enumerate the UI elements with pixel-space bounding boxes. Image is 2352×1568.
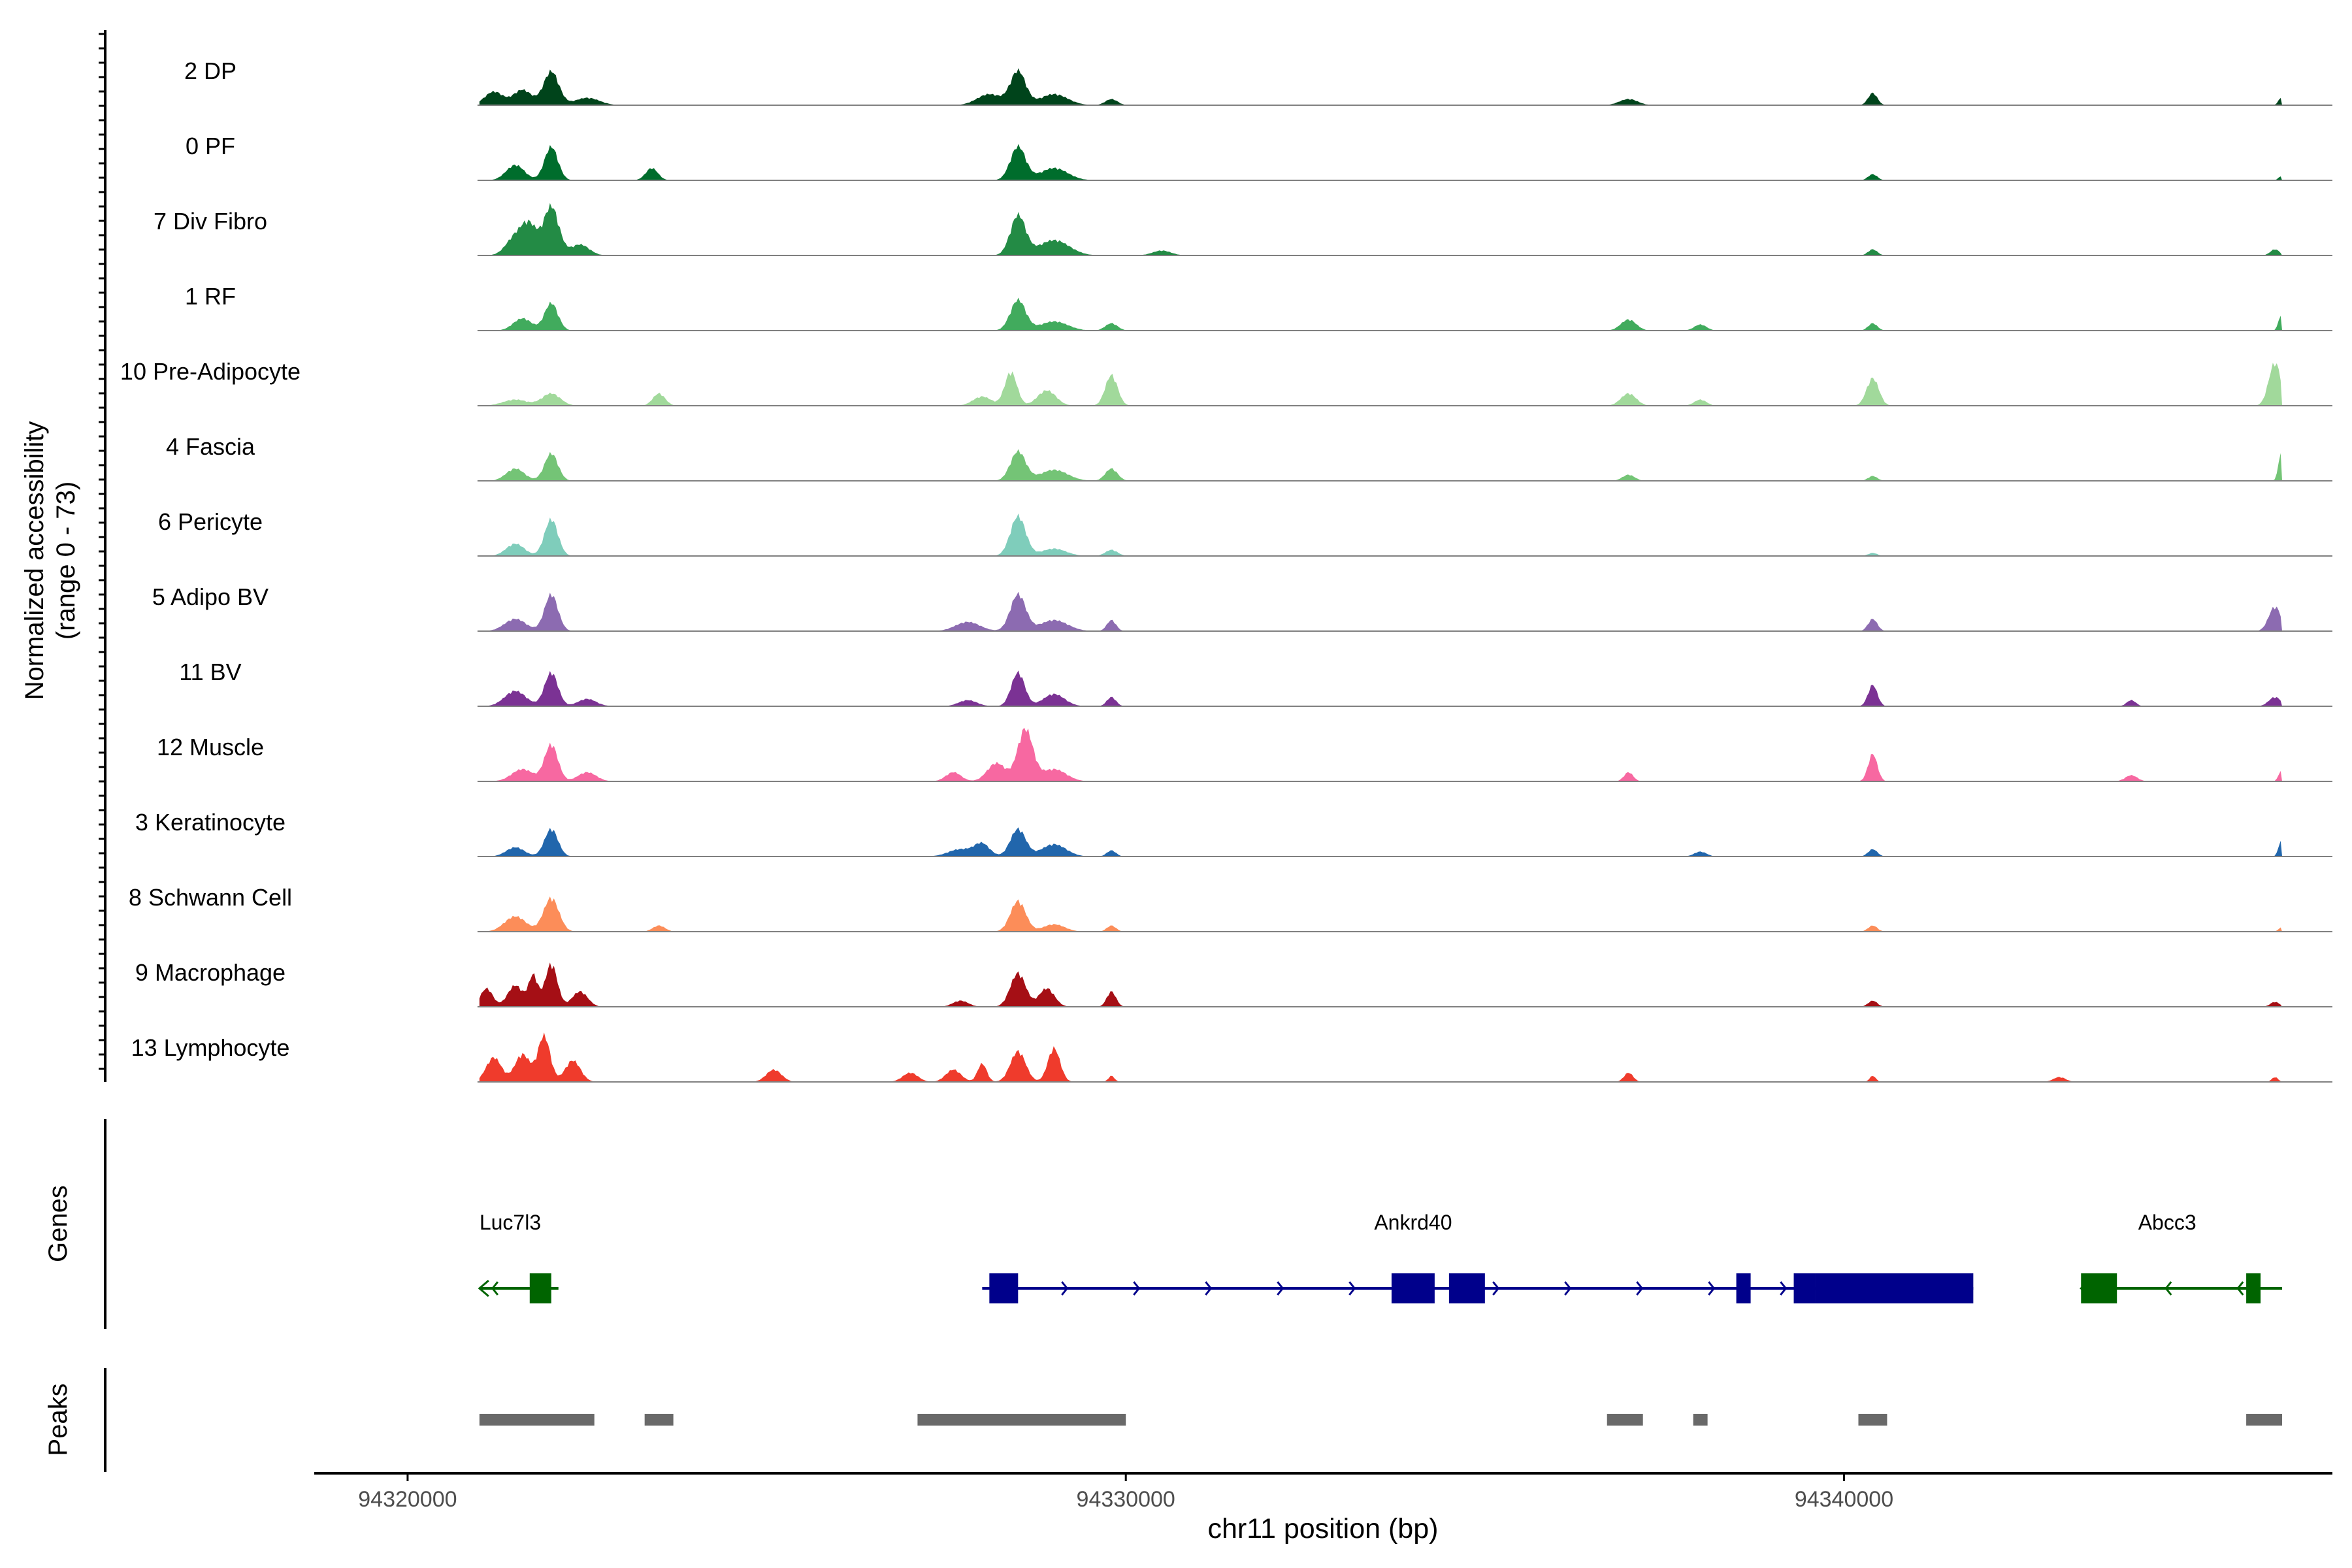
coverage-area bbox=[479, 144, 2283, 180]
track-10: 12 Muscle bbox=[157, 727, 2332, 782]
coverage-y-ticks bbox=[99, 33, 105, 1070]
x-axis: 94320000 94330000 94340000 chr11 position … bbox=[314, 1472, 2332, 1544]
strand-chevron bbox=[1636, 1281, 1644, 1296]
strand-chevron bbox=[1205, 1281, 1213, 1296]
strand-chevron bbox=[1564, 1281, 1572, 1296]
strand-chevron bbox=[1061, 1281, 1069, 1296]
strand-chevron bbox=[1133, 1281, 1141, 1296]
y-axis-label: Normalized accessibility bbox=[20, 421, 49, 700]
gene-models: Luc7l3 Ankrd40 Abcc3 bbox=[478, 1211, 2283, 1303]
track-7: 6 Pericyte bbox=[158, 508, 2332, 557]
track-label: 10 Pre-Adipocyte bbox=[120, 358, 301, 385]
exon bbox=[1448, 1273, 1485, 1303]
strand-arrow bbox=[478, 1279, 489, 1298]
strand-chevron bbox=[1780, 1281, 1788, 1296]
strand-chevron bbox=[2236, 1281, 2244, 1296]
coverage-tracks: 2 DP 0 PF 7 Div Fibro 1 RF 10 Pre-Adipocyte 4… bbox=[120, 57, 2332, 1083]
gene-label: Ankrd40 bbox=[1374, 1211, 1452, 1234]
track-label: 4 Fascia bbox=[166, 433, 255, 460]
coverage-area bbox=[479, 896, 2283, 932]
peaks-track-label: Peaks bbox=[44, 1383, 73, 1456]
track-label: 5 Adipo BV bbox=[152, 583, 269, 610]
track-11: 3 Keratinocyte bbox=[135, 809, 2332, 857]
exon bbox=[1793, 1273, 1816, 1303]
x-tick-label: 94340000 bbox=[1795, 1487, 1893, 1512]
exon bbox=[1815, 1273, 1974, 1303]
gene-ankrd40: Ankrd40 bbox=[982, 1211, 1974, 1303]
exon bbox=[1736, 1273, 1751, 1303]
track-label: 1 RF bbox=[185, 283, 236, 310]
exon bbox=[2246, 1273, 2261, 1303]
x-tick-label: 94330000 bbox=[1077, 1487, 1175, 1512]
strand-chevron bbox=[491, 1281, 499, 1296]
gene-abcc3: Abcc3 bbox=[2079, 1211, 2283, 1303]
peak-region bbox=[1858, 1414, 1887, 1426]
track-8: 5 Adipo BV bbox=[152, 583, 2332, 632]
coverage-panel: 2 DP 0 PF 7 Div Fibro 1 RF 10 Pre-Adipocyte 4… bbox=[20, 30, 2332, 1083]
x-axis-ticks: 94320000 94330000 94340000 bbox=[358, 1473, 1893, 1512]
coverage-area bbox=[479, 363, 2283, 406]
track-9: 11 BV bbox=[179, 659, 2332, 707]
strand-chevron bbox=[1492, 1281, 1500, 1296]
track-3: 7 Div Fibro bbox=[154, 203, 2332, 256]
exon bbox=[2081, 1273, 2117, 1303]
gene-label: Abcc3 bbox=[2138, 1211, 2197, 1234]
track-label: 7 Div Fibro bbox=[154, 208, 267, 235]
track-label: 9 Macrophage bbox=[135, 959, 286, 986]
track-label: 12 Muscle bbox=[157, 734, 264, 760]
peak-region bbox=[1607, 1414, 1643, 1426]
peak-region bbox=[1693, 1414, 1708, 1426]
strand-chevron bbox=[1348, 1281, 1356, 1296]
track-12: 8 Schwann Cell bbox=[129, 884, 2332, 932]
track-14: 13 Lymphocyte bbox=[131, 1032, 2332, 1083]
track-label: 2 DP bbox=[184, 57, 237, 84]
track-label: 0 PF bbox=[186, 133, 235, 159]
exon bbox=[1391, 1273, 1435, 1303]
track-label: 6 Pericyte bbox=[158, 508, 263, 535]
track-label: 3 Keratinocyte bbox=[135, 809, 286, 836]
y-axis-range-label: (range 0 - 73) bbox=[52, 482, 80, 640]
strand-chevron bbox=[2164, 1281, 2172, 1296]
gene-label: Luc7l3 bbox=[480, 1211, 541, 1234]
peaks-panel: Peaks bbox=[44, 1368, 2283, 1472]
track-1: 2 DP bbox=[184, 57, 2332, 106]
track-label: 11 BV bbox=[179, 659, 241, 685]
strand-chevron bbox=[1708, 1281, 1716, 1296]
x-tick-label: 94320000 bbox=[358, 1487, 457, 1512]
track-2: 0 PF bbox=[186, 133, 2332, 181]
gene-luc7l3: Luc7l3 bbox=[478, 1211, 559, 1303]
exon bbox=[529, 1273, 551, 1303]
track-6: 4 Fascia bbox=[166, 433, 2332, 482]
peak-region bbox=[2246, 1414, 2283, 1426]
peak-region bbox=[644, 1414, 674, 1426]
peak-region bbox=[917, 1414, 1126, 1426]
track-4: 1 RF bbox=[185, 283, 2332, 331]
x-axis-title: chr11 position (bp) bbox=[1208, 1513, 1439, 1544]
exon bbox=[989, 1273, 1019, 1303]
strand-chevron bbox=[1277, 1281, 1284, 1296]
peak-region bbox=[479, 1414, 595, 1426]
peak-regions bbox=[479, 1414, 2283, 1426]
track-5: 10 Pre-Adipocyte bbox=[120, 358, 2332, 406]
track-label: 8 Schwann Cell bbox=[129, 884, 292, 911]
track-label: 13 Lymphocyte bbox=[131, 1034, 290, 1061]
genes-track-label: Genes bbox=[44, 1185, 73, 1262]
genes-panel: Genes Luc7l3 Ankrd40 Abcc3 bbox=[44, 1119, 2283, 1329]
track-13: 9 Macrophage bbox=[135, 959, 2332, 1007]
